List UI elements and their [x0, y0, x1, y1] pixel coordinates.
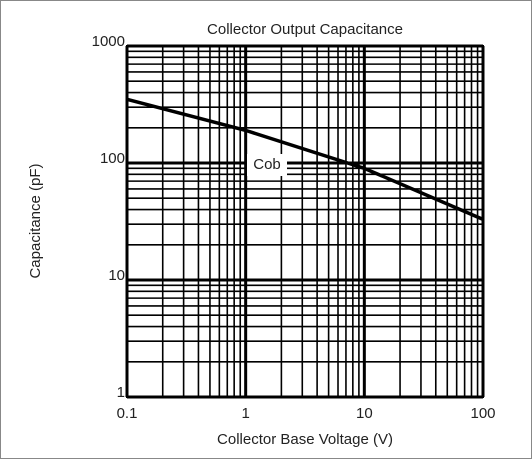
x-tick-label: 1	[241, 405, 249, 422]
y-tick-label: 10	[108, 267, 125, 284]
annotation-bg	[247, 154, 287, 176]
annotation: Cob	[253, 156, 281, 173]
x-tick-label: 100	[470, 405, 495, 422]
y-tick-label: 100	[100, 150, 125, 167]
x-axis-label: Collector Base Voltage (V)	[217, 431, 393, 448]
data-line	[126, 97, 484, 221]
x-tick-label: 0.1	[117, 405, 138, 422]
plot-border	[126, 45, 484, 398]
y-tick-label: 1000	[92, 33, 125, 50]
x-tick-label: 10	[356, 405, 373, 422]
y-axis-label: Capacitance (pF)	[27, 163, 44, 278]
chart-title: Collector Output Capacitance	[207, 21, 403, 38]
y-tick-label: 1	[117, 384, 125, 401]
